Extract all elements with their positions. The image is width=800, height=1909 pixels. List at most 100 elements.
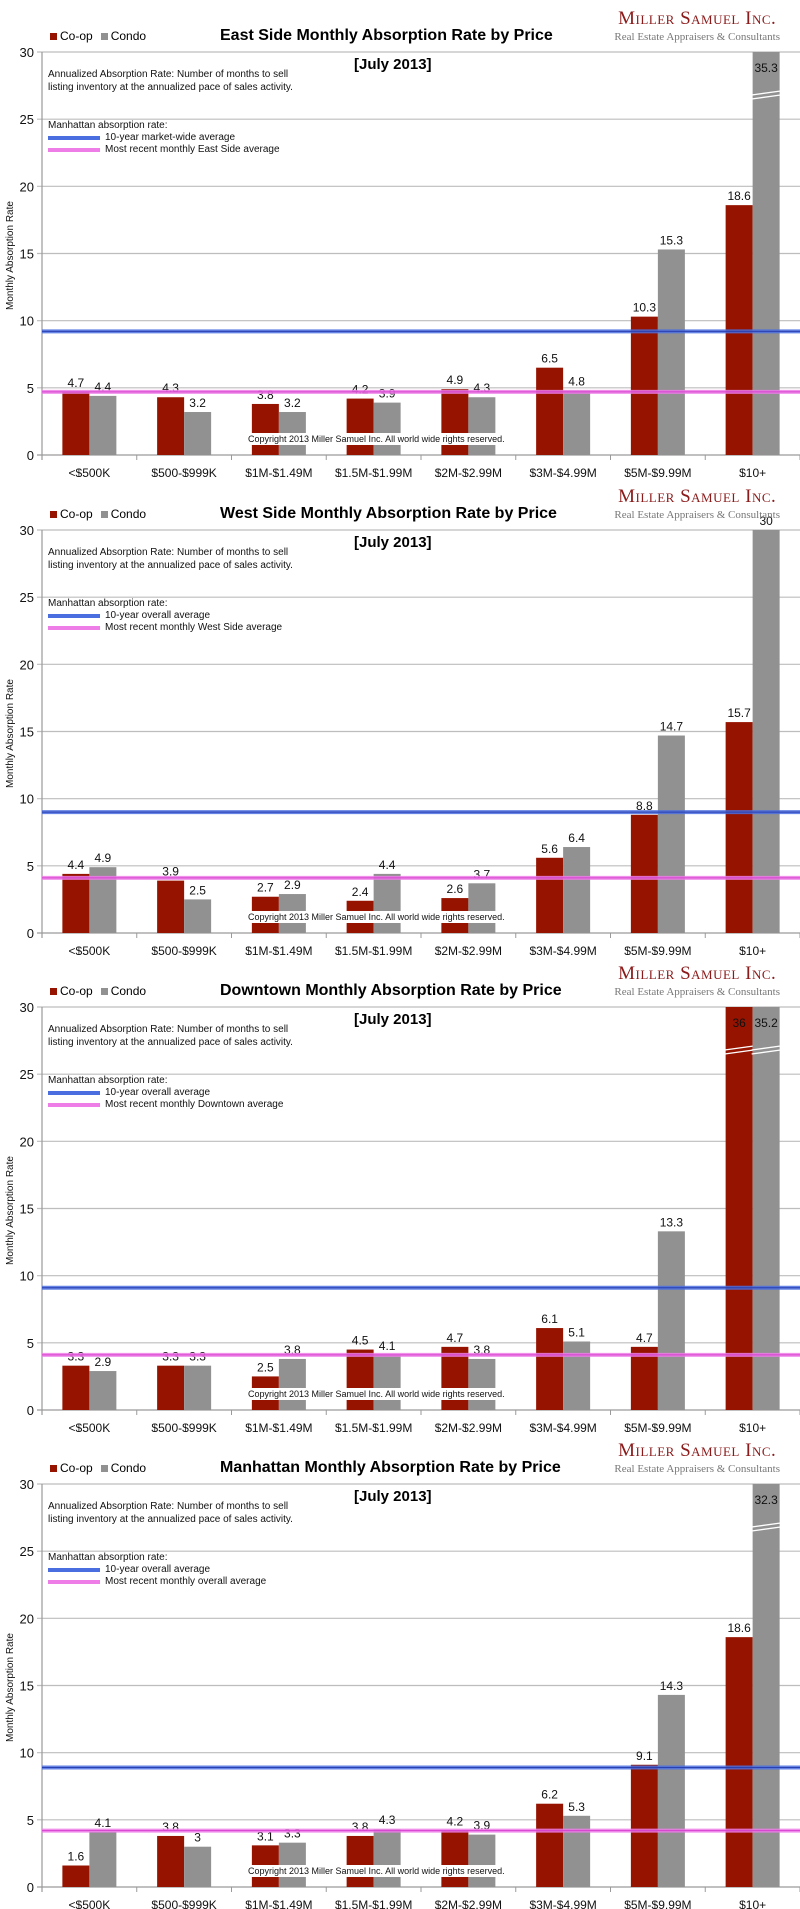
coop-bar <box>725 722 753 933</box>
x-tick-label: $1.5M-$1.99M <box>335 1421 412 1432</box>
coop-bar <box>157 1835 185 1887</box>
brand-logo: Miller Samuel Inc. Real Estate Appraisers… <box>614 1440 780 1475</box>
condo-bar <box>278 1842 306 1887</box>
data-label: 6.4 <box>568 831 585 845</box>
axis-break-mark <box>751 1526 781 1532</box>
coop-bar <box>725 1007 753 1410</box>
data-label: 4.4 <box>68 858 85 872</box>
axis-break-mark <box>751 90 781 96</box>
chart-title: Manhattan Monthly Absorption Rate by Pri… <box>220 1459 561 1476</box>
condo-bar <box>184 1846 212 1887</box>
ten-year-swatch <box>48 614 100 618</box>
chart-subtitle: [July 2013] <box>354 1011 432 1028</box>
legend-label: Condo <box>110 1461 147 1475</box>
condo-bar <box>468 397 496 455</box>
y-tick-label: 5 <box>27 381 34 396</box>
x-tick-label: $500-$999K <box>151 1421 216 1432</box>
y-axis-label: Monthly Absorption Rate <box>5 1633 16 1742</box>
data-label: 5.6 <box>541 842 558 856</box>
chart-panel: 0 5 10 15 20 25 30 4.7 4.3 3.8 4.2 4.9 6.5 10.3 18.6 4.… <box>0 0 800 477</box>
coop-bar <box>725 1637 753 1887</box>
data-label: 14.7 <box>660 720 684 734</box>
y-tick-label: 30 <box>20 45 34 60</box>
data-label: 3.1 <box>257 1829 274 1843</box>
x-tick-label: $1M-$1.49M <box>245 466 312 477</box>
legend-label: Condo <box>110 984 147 998</box>
data-label: 15.3 <box>660 233 684 247</box>
legend-label: Co-op <box>60 507 93 521</box>
reference-legend-label: 10-year overall average <box>105 610 211 621</box>
data-label: 15.7 <box>727 706 751 720</box>
data-label: 4.7 <box>68 376 85 390</box>
x-tick-label: $1M-$1.49M <box>245 1898 312 1909</box>
legend-swatch <box>100 988 108 995</box>
y-tick-label: 30 <box>20 1000 34 1015</box>
data-label: 18.6 <box>727 189 751 203</box>
reference-legend-label: 10-year overall average <box>105 1087 211 1098</box>
chart-title: East Side Monthly Absorption Rate by Pri… <box>220 27 553 44</box>
data-label: 4.8 <box>568 375 585 389</box>
data-label: 6.5 <box>541 352 558 366</box>
axis-break-mark <box>724 1049 754 1055</box>
condo-bar <box>752 530 780 933</box>
reference-legend: Manhattan absorption rate: 10-year overal… <box>48 1552 266 1588</box>
data-label: 2.6 <box>447 882 464 896</box>
data-label: 5.3 <box>568 1800 585 1814</box>
chart-subtitle: [July 2013] <box>354 56 432 73</box>
reference-legend-row: 10-year overall average <box>48 1564 266 1576</box>
condo-bar <box>752 1007 780 1410</box>
y-tick-label: 20 <box>20 1611 34 1626</box>
x-tick-label: $2M-$2.99M <box>435 1898 502 1909</box>
data-label: 9.1 <box>636 1749 653 1763</box>
x-tick-label: <$500K <box>69 1898 111 1909</box>
y-tick-label: 30 <box>20 523 34 538</box>
condo-bar <box>89 1371 117 1410</box>
x-tick-label: $3M-$4.99M <box>529 1898 596 1909</box>
condo-bar <box>563 847 591 933</box>
y-tick-label: 15 <box>20 725 34 740</box>
chart-panel: 0510152025303.33.32.54.54.76.14.7362.93.… <box>0 955 800 1432</box>
y-axis-label: Monthly Absorption Rate <box>5 1156 16 1265</box>
copyright-notice: Copyright 2013 Miller Samuel Inc. All wo… <box>245 1388 508 1400</box>
brand-logo: Miller Samuel Inc. Real Estate Appraisers… <box>614 963 780 998</box>
data-label: 3.2 <box>284 396 301 410</box>
brand-name: Miller Samuel Inc. <box>618 8 777 29</box>
legend-swatch <box>50 511 57 518</box>
recent-swatch <box>48 1103 100 1107</box>
condo-bar <box>184 412 212 455</box>
brand-logo: Miller Samuel Inc. Real Estate Appraisers… <box>614 486 780 521</box>
data-label: 1.6 <box>68 1850 85 1864</box>
data-label: 32.3 <box>754 1493 778 1507</box>
ten-year-swatch <box>48 1091 100 1095</box>
data-label: 3 <box>194 1831 201 1845</box>
reference-legend-row: Most recent monthly overall average <box>48 1576 266 1588</box>
reference-legend-label: 10-year overall average <box>105 1564 211 1575</box>
reference-legend-row: Most recent monthly West Side average <box>48 622 282 634</box>
data-label: 14.3 <box>660 1679 684 1693</box>
reference-legend-row: Most recent monthly East Side average <box>48 144 280 156</box>
series-legend: Co-op Condo <box>50 29 146 43</box>
legend-swatch <box>100 33 108 40</box>
reference-legend: Manhattan absorption rate: 10-year overal… <box>48 1075 283 1111</box>
x-tick-label: $5M-$9.99M <box>624 944 691 955</box>
coop-bar <box>62 1865 90 1887</box>
legend-label: Condo <box>110 29 147 43</box>
x-tick-label: $5M-$9.99M <box>624 1421 691 1432</box>
data-label: 4.2 <box>352 383 369 397</box>
chart-svg: 0510152025303.33.32.54.54.76.14.7362.93.… <box>20 1000 800 1432</box>
chart-subtitle: [July 2013] <box>354 1488 432 1505</box>
reference-heading: Manhattan absorption rate: <box>48 120 168 131</box>
x-tick-label: $3M-$4.99M <box>529 944 596 955</box>
y-tick-label: 0 <box>27 1403 34 1418</box>
y-tick-label: 15 <box>20 1679 34 1694</box>
x-tick-label: $5M-$9.99M <box>624 466 691 477</box>
y-tick-label: 25 <box>20 1067 34 1082</box>
brand-tagline: Real Estate Appraisers & Consultants <box>614 31 780 43</box>
y-tick-label: 5 <box>27 1813 34 1828</box>
y-tick-label: 10 <box>20 314 34 329</box>
condo-bar <box>657 1694 685 1887</box>
reference-heading: Manhattan absorption rate: <box>48 1075 168 1086</box>
reference-legend-label: Most recent monthly East Side average <box>105 144 280 155</box>
brand-name: Miller Samuel Inc. <box>618 963 777 984</box>
condo-bar <box>468 1834 496 1887</box>
